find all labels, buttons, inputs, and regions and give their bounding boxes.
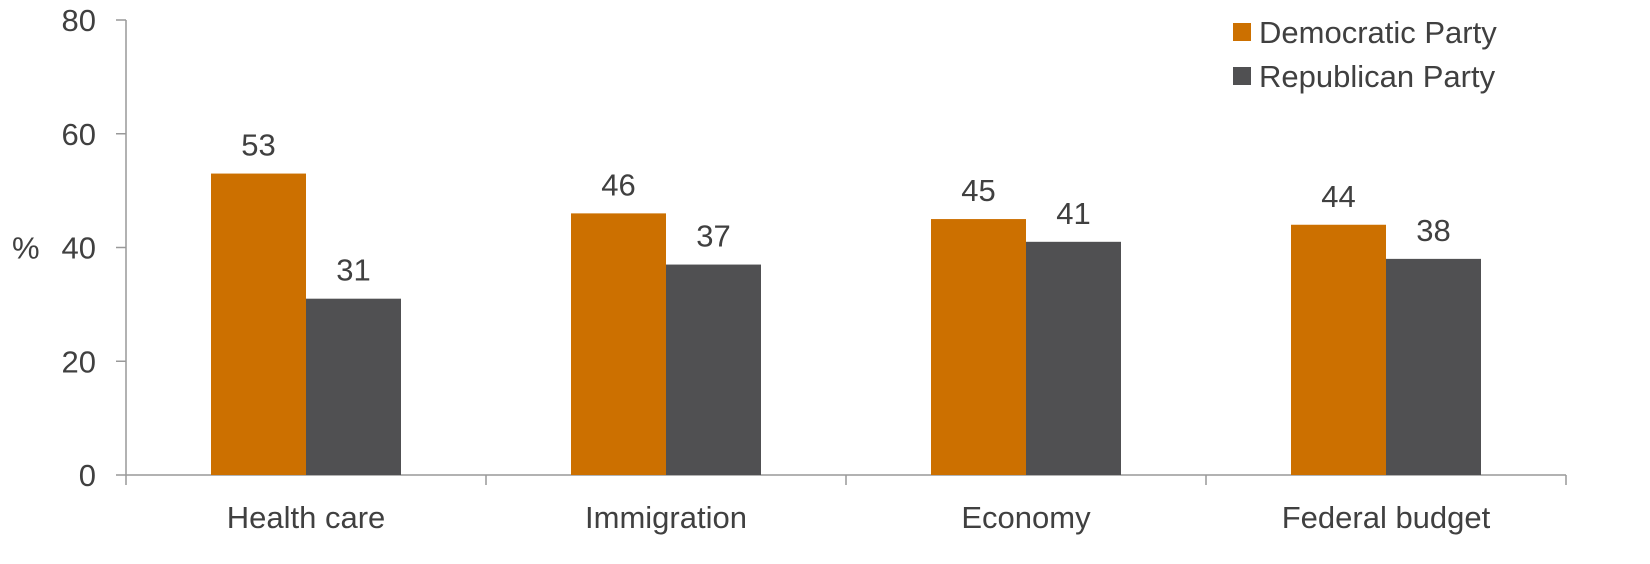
bar-republican [306,299,401,475]
y-tick-label: 80 [62,3,96,38]
bar-democratic [571,213,666,475]
data-label: 41 [1056,196,1090,231]
bars [211,174,1481,475]
y-tick-label: 60 [62,117,96,152]
data-label: 53 [241,128,275,163]
data-label: 37 [696,219,730,254]
data-label: 45 [961,173,995,208]
y-tick-label: 20 [62,344,96,379]
data-labels: 53 46 45 44 31 37 41 38 [241,128,1450,288]
x-category-label: Economy [961,500,1091,535]
bar-democratic [211,174,306,475]
legend: Democratic Party Republican Party [1233,15,1497,94]
data-label: 38 [1416,213,1450,248]
y-tick-label: 40 [62,231,96,266]
bar-democratic [1291,225,1386,475]
y-axis-label: % [12,231,40,266]
data-label: 31 [336,253,370,288]
data-label: 44 [1321,179,1355,214]
x-category-label: Health care [227,500,386,535]
bar-democratic [931,219,1026,475]
y-tick-label: 0 [79,458,96,493]
bar-republican [666,265,761,475]
bar-republican [1026,242,1121,475]
data-label: 46 [601,167,635,202]
x-category-label: Federal budget [1282,500,1491,535]
legend-label: Republican Party [1259,59,1496,94]
legend-label: Democratic Party [1259,15,1497,50]
x-category-label: Immigration [585,500,747,535]
legend-swatch [1233,67,1251,85]
bar-republican [1386,259,1481,475]
legend-swatch [1233,23,1251,41]
